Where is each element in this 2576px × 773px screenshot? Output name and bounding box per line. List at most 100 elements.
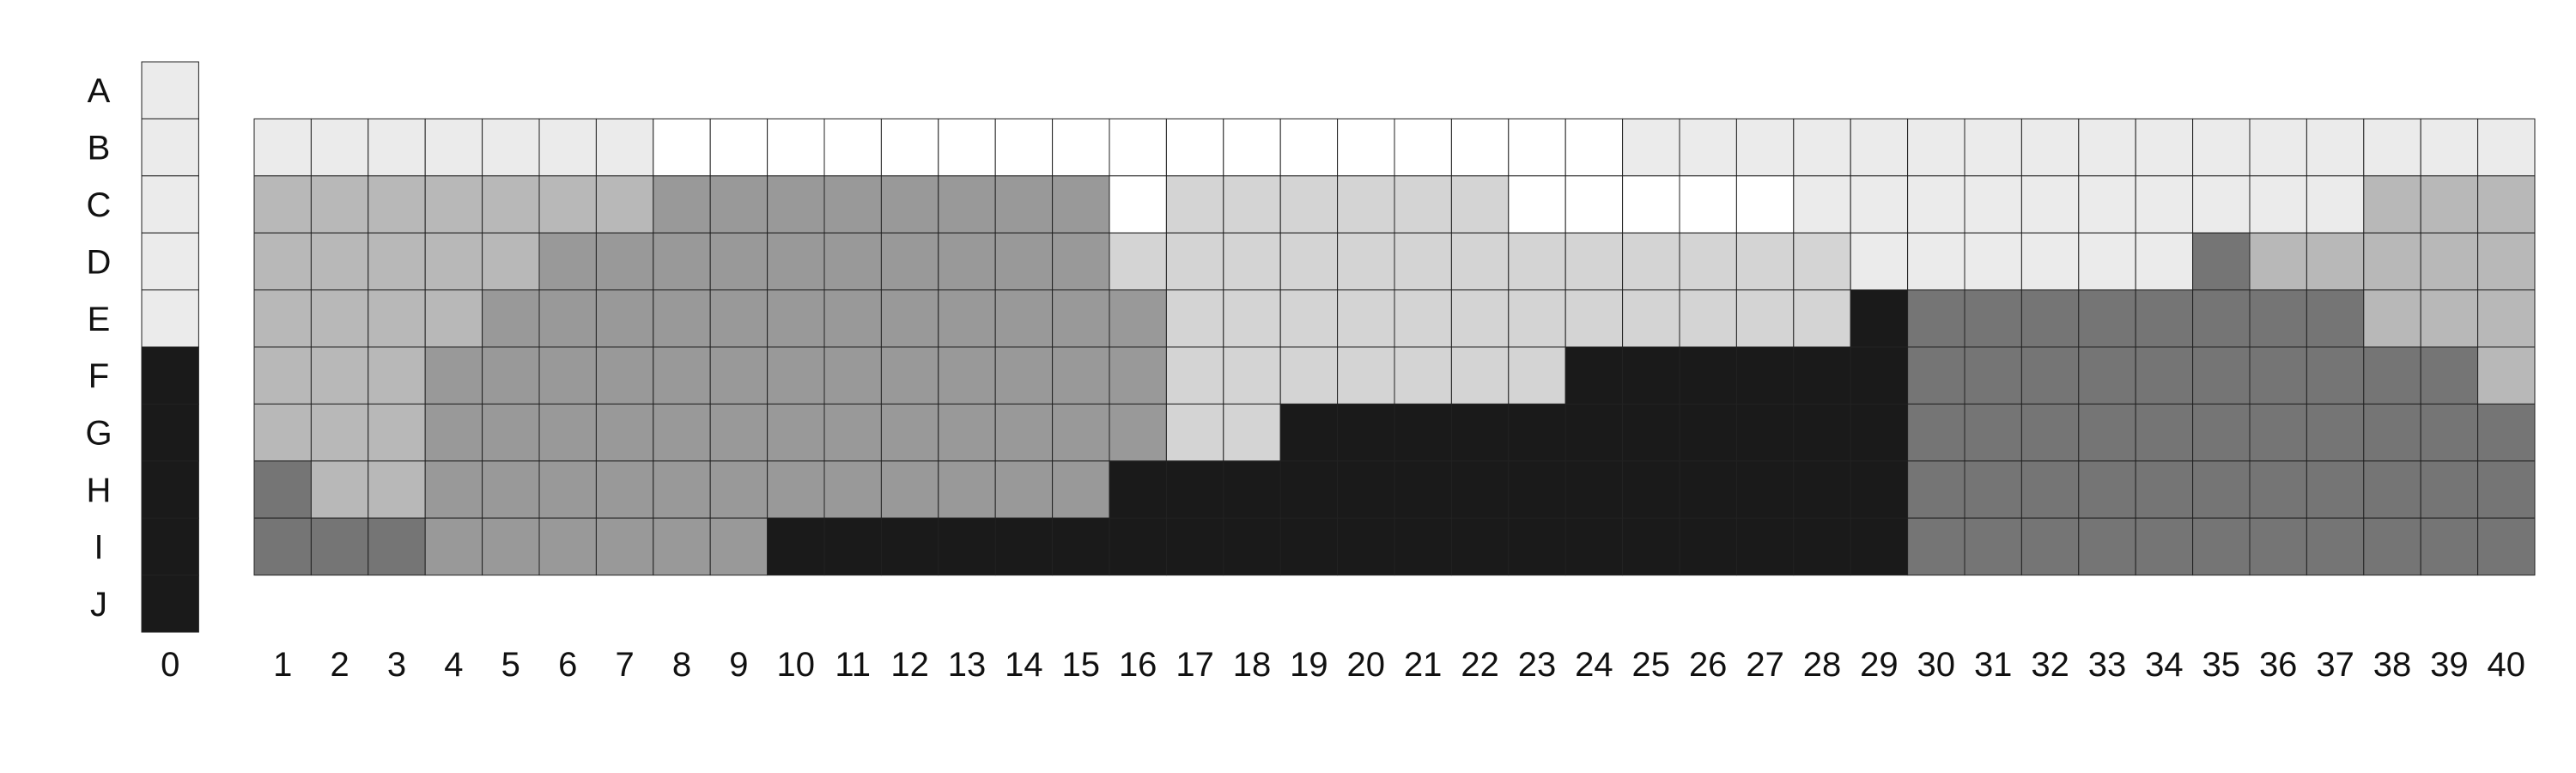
heatmap-cell bbox=[1850, 460, 1909, 519]
heatmap-cell bbox=[253, 289, 312, 348]
heatmap-cell bbox=[1394, 403, 1452, 462]
column-labels: 0 1 2 3 4 5 6 7 8 9 10 11 12 13 14 15 16 17 18 19 20 21 22 23 24… bbox=[161, 646, 2525, 684]
heatmap-cell bbox=[2306, 175, 2365, 234]
heatmap-cell bbox=[368, 460, 426, 519]
heatmap-cell bbox=[2192, 118, 2251, 177]
heatmap-cell bbox=[1165, 118, 1224, 177]
heatmap-cell bbox=[938, 289, 996, 348]
heatmap-cell bbox=[653, 175, 711, 234]
column-label: 16 bbox=[1119, 646, 1157, 684]
heatmap-cell bbox=[1850, 403, 1909, 462]
heatmap-cell bbox=[653, 232, 711, 291]
heatmap-cell bbox=[2420, 346, 2479, 405]
heatmap-cell bbox=[1679, 460, 1737, 519]
column-label: 14 bbox=[1005, 646, 1043, 684]
heatmap-cell bbox=[482, 517, 540, 576]
column-label: 7 bbox=[615, 646, 634, 684]
heatmap-cell bbox=[1679, 346, 1737, 405]
heatmap-cell bbox=[1793, 232, 1851, 291]
heatmap-cell bbox=[310, 289, 369, 348]
legend-cell bbox=[141, 403, 199, 462]
column-label: 37 bbox=[2316, 646, 2354, 684]
heatmap-cell bbox=[1394, 460, 1452, 519]
heatmap-cell bbox=[1907, 460, 1965, 519]
heatmap-cell bbox=[2249, 517, 2307, 576]
row-label: J bbox=[90, 586, 107, 624]
heatmap-cell bbox=[1735, 232, 1795, 291]
column-label: 24 bbox=[1575, 646, 1613, 684]
column-label: 12 bbox=[890, 646, 929, 684]
heatmap-cell bbox=[1907, 403, 1965, 462]
heatmap-cell bbox=[1052, 403, 1110, 462]
column-label: 36 bbox=[2259, 646, 2298, 684]
heatmap-cell bbox=[1622, 460, 1680, 519]
heatmap-cell bbox=[368, 346, 426, 405]
legend-column bbox=[141, 61, 199, 633]
heatmap-cell bbox=[424, 232, 483, 291]
heatmap-cell bbox=[938, 403, 996, 462]
heatmap-cell bbox=[2135, 346, 2194, 405]
heatmap-cell bbox=[1052, 517, 1110, 576]
heatmap-cell bbox=[823, 403, 882, 462]
heatmap-cell bbox=[1793, 517, 1851, 576]
heatmap-cell bbox=[2363, 403, 2421, 462]
heatmap-cell bbox=[2249, 118, 2307, 177]
heatmap-cell bbox=[253, 403, 312, 462]
heatmap-cell bbox=[2078, 232, 2136, 291]
heatmap-cell bbox=[2078, 175, 2136, 234]
heatmap-cell bbox=[1450, 175, 1510, 234]
heatmap-cell bbox=[938, 175, 996, 234]
heatmap-cell bbox=[1564, 232, 1624, 291]
heatmap-cell bbox=[368, 232, 426, 291]
heatmap-cell bbox=[310, 403, 369, 462]
heatmap-cell bbox=[767, 346, 825, 405]
heatmap-cell bbox=[2020, 517, 2080, 576]
column-label: 1 bbox=[273, 646, 292, 684]
heatmap-cell bbox=[2306, 118, 2365, 177]
column-label: 11 bbox=[835, 646, 871, 684]
heatmap-cell bbox=[1964, 289, 2022, 348]
heatmap-cell bbox=[1679, 403, 1737, 462]
heatmap-cell bbox=[2020, 403, 2080, 462]
heatmap-cell bbox=[1337, 403, 1395, 462]
column-label: 25 bbox=[1632, 646, 1671, 684]
legend-cell bbox=[141, 346, 199, 405]
heatmap-cell bbox=[1109, 346, 1167, 405]
heatmap-cell bbox=[482, 346, 540, 405]
heatmap-cell bbox=[253, 175, 312, 234]
heatmap-cell bbox=[2078, 460, 2136, 519]
heatmap-cell bbox=[2306, 517, 2365, 576]
heatmap-cell bbox=[1793, 460, 1851, 519]
column-label: 17 bbox=[1176, 646, 1214, 684]
heatmap-cell bbox=[1735, 118, 1795, 177]
heatmap-cell bbox=[1508, 346, 1566, 405]
heatmap-cell bbox=[253, 346, 312, 405]
heatmap-cell bbox=[2078, 346, 2136, 405]
heatmap-cell bbox=[1279, 346, 1339, 405]
heatmap-cell bbox=[1109, 403, 1167, 462]
heatmap-cell bbox=[1450, 403, 1510, 462]
heatmap-cell bbox=[1622, 517, 1680, 576]
row-label: G bbox=[85, 415, 112, 453]
legend-cell bbox=[141, 289, 199, 348]
column-label: 27 bbox=[1746, 646, 1784, 684]
heatmap-cell bbox=[1337, 289, 1395, 348]
heatmap-cell bbox=[1907, 346, 1965, 405]
heatmap-cell bbox=[1964, 175, 2022, 234]
column-label: 39 bbox=[2430, 646, 2469, 684]
column-label: 38 bbox=[2373, 646, 2412, 684]
heatmap-cell bbox=[823, 289, 882, 348]
heatmap-cell bbox=[424, 460, 483, 519]
heatmap-cell bbox=[2192, 232, 2251, 291]
heatmap-cell bbox=[823, 460, 882, 519]
heatmap-cell bbox=[1508, 403, 1566, 462]
heatmap-cell bbox=[1109, 517, 1167, 576]
heatmap-cell bbox=[1223, 289, 1281, 348]
heatmap-cell bbox=[1964, 346, 2022, 405]
heatmap-cell bbox=[2192, 517, 2251, 576]
heatmap-cell bbox=[1052, 175, 1110, 234]
heatmap-cell bbox=[538, 289, 597, 348]
heatmap-cell bbox=[2078, 289, 2136, 348]
heatmap-cell bbox=[1165, 460, 1224, 519]
heatmap-cell bbox=[880, 460, 939, 519]
